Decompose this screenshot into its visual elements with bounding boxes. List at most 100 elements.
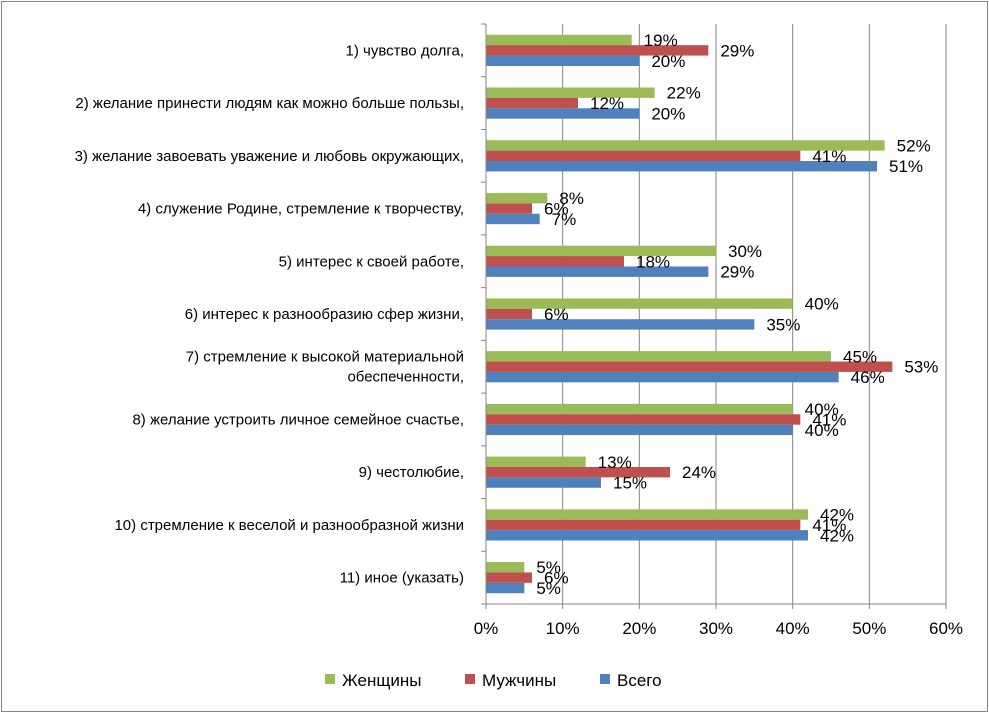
data-label: 12%	[590, 94, 624, 113]
category-label: 7) стремление к высокой материальной	[186, 349, 464, 366]
category-label: 6) интерес к разнообразию сфер жизни,	[185, 306, 464, 323]
x-tick-label: 20%	[622, 619, 656, 638]
data-label: 41%	[812, 147, 846, 166]
bar	[486, 97, 578, 109]
bar	[486, 361, 893, 372]
bar	[486, 108, 640, 119]
data-label: 6%	[544, 569, 569, 588]
bar	[486, 87, 655, 98]
data-label: 13%	[598, 453, 632, 472]
legend-label: Женщины	[342, 671, 421, 690]
data-label: 40%	[805, 400, 839, 419]
x-tick-label: 0%	[474, 619, 499, 638]
data-label: 18%	[636, 252, 670, 271]
bar	[486, 519, 801, 531]
data-label: 20%	[651, 104, 685, 123]
bar	[486, 161, 877, 172]
data-label: 45%	[843, 347, 877, 366]
x-tick-labels: 0% 10% 20% 30% 40% 50% 60%	[474, 619, 963, 638]
bar	[486, 466, 670, 478]
bar	[486, 245, 716, 257]
bar	[486, 456, 586, 467]
bar	[486, 319, 755, 330]
category-label: 10) стремление к веселой и разнообразной…	[114, 517, 464, 534]
data-label: 5%	[536, 558, 561, 577]
bar	[486, 509, 808, 520]
category-label: 2) желание принести людям как можно боль…	[75, 95, 464, 112]
legend-label: Всего	[617, 671, 662, 690]
x-tick-label: 50%	[852, 619, 886, 638]
data-label: 5%	[536, 579, 561, 598]
bar	[486, 424, 793, 436]
bar	[486, 203, 532, 214]
bar	[486, 55, 640, 66]
bars	[486, 34, 893, 594]
legend-swatch	[325, 674, 335, 684]
data-label: 20%	[651, 52, 685, 71]
bar	[486, 308, 532, 320]
data-label: 6%	[544, 200, 569, 219]
category-label: 4) служение Родине, стремление к творчес…	[138, 201, 464, 218]
data-label: 40%	[805, 421, 839, 440]
bar	[486, 582, 525, 594]
data-label: 41%	[812, 516, 846, 535]
data-label: 29%	[720, 263, 754, 282]
bar	[486, 192, 548, 204]
data-label: 7%	[552, 210, 577, 229]
data-label: 6%	[544, 305, 569, 324]
x-tick-label: 60%	[929, 619, 963, 638]
data-label: 52%	[897, 136, 931, 155]
bar	[486, 266, 709, 277]
bar	[486, 45, 709, 56]
bar	[486, 572, 532, 583]
data-label: 42%	[820, 506, 854, 525]
data-label: 35%	[766, 315, 800, 334]
data-label: 29%	[720, 41, 754, 60]
grid-lines	[562, 24, 947, 604]
x-tick-label: 10%	[546, 619, 580, 638]
data-label: 22%	[667, 84, 701, 103]
axes	[481, 23, 947, 609]
bar	[486, 403, 793, 415]
data-label: 53%	[904, 358, 938, 377]
category-label: 9) честолюбие,	[359, 464, 464, 481]
legend-swatch	[600, 674, 610, 684]
category-labels: 1) чувство долга, 2) желание принести люд…	[75, 42, 464, 586]
data-labels: 19%29%20%22%12%20%52%41%51%8%6%7%30%18%2…	[536, 31, 938, 598]
data-label: 19%	[644, 31, 678, 50]
data-label: 24%	[682, 463, 716, 482]
bar	[486, 140, 885, 151]
bar	[486, 298, 793, 309]
bar	[486, 371, 839, 383]
legend: Женщины Мужчины Всего	[325, 671, 662, 690]
data-label: 41%	[812, 410, 846, 429]
data-label: 30%	[728, 242, 762, 261]
bar	[486, 351, 831, 362]
bar	[486, 530, 808, 541]
x-tick-label: 40%	[776, 619, 810, 638]
data-label: 15%	[613, 474, 647, 493]
category-label: 5) интерес к своей работе,	[279, 253, 464, 270]
bar	[486, 256, 624, 267]
bar	[486, 562, 525, 573]
legend-swatch	[465, 674, 475, 684]
bar	[486, 150, 801, 162]
data-label: 8%	[559, 189, 584, 208]
bar	[486, 213, 540, 225]
bar	[486, 414, 801, 425]
category-label: 3) желание завоевать уважение и любовь о…	[75, 148, 464, 165]
category-label: обеспеченности,	[347, 369, 464, 386]
data-label: 51%	[889, 157, 923, 176]
data-label: 42%	[820, 526, 854, 545]
category-label: 8) желание устроить личное семейное счас…	[132, 411, 464, 428]
legend-label: Мужчины	[482, 671, 556, 690]
x-tick-label: 30%	[699, 619, 733, 638]
category-label: 1) чувство долга,	[346, 42, 464, 59]
bar	[486, 477, 601, 488]
data-label: 46%	[851, 368, 885, 387]
category-label: 11) иное (указать)	[340, 570, 464, 587]
bar	[486, 34, 632, 46]
data-label: 40%	[805, 295, 839, 314]
